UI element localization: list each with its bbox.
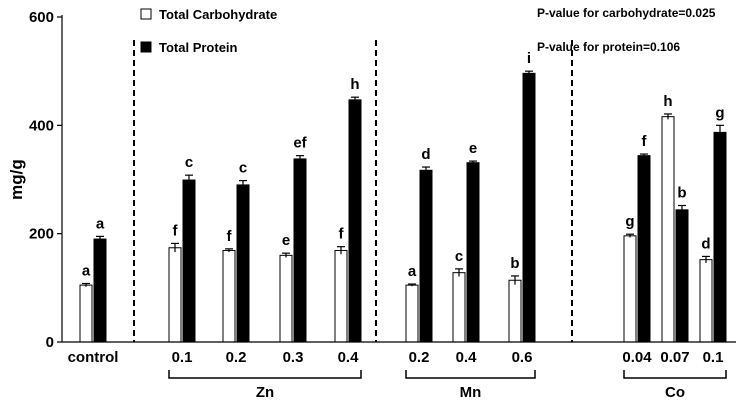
x-tick-label: 0.1 [172, 349, 193, 366]
p-value-carbohydrate: P-value for carbohydrate=0.025 [537, 6, 716, 20]
x-tick-label: 0.04 [622, 349, 652, 366]
group-label: Co [665, 384, 685, 401]
bar-carbohydrate [661, 116, 675, 343]
bar-protein [236, 184, 250, 343]
x-tick-label: 0.3 [283, 349, 304, 366]
y-tick-label: 400 [29, 117, 54, 134]
bar-carbohydrate [334, 249, 348, 343]
bar-carbohydrate [168, 247, 182, 343]
significance-letter: f [227, 228, 233, 245]
significance-letter: a [82, 263, 91, 280]
x-tick-label: control [68, 349, 119, 366]
group-label: Mn [460, 384, 482, 401]
bar-protein [93, 238, 107, 343]
bar-protein [419, 169, 433, 343]
p-value-protein: P-value for protein=0.106 [537, 40, 680, 54]
y-axis-title: mg/g [7, 159, 26, 200]
bar-carbohydrate [508, 279, 522, 343]
significance-letter: e [282, 232, 290, 249]
significance-letter: d [701, 235, 710, 252]
significance-letter: i [527, 50, 531, 67]
x-tick-label: 0.6 [512, 349, 533, 366]
bar-protein [713, 131, 727, 343]
bar-carbohydrate [452, 272, 466, 343]
significance-letter: d [421, 146, 430, 163]
bar-carbohydrate [699, 259, 713, 343]
significance-letter: a [96, 215, 105, 232]
significance-letter: h [350, 76, 359, 93]
significance-letter: b [677, 185, 686, 202]
bar-carbohydrate [405, 284, 419, 343]
bar-protein [522, 72, 536, 343]
legend: Total Carbohydrate Total Protein [140, 7, 277, 55]
significance-letter: f [339, 226, 345, 243]
x-tick-label: 0.07 [660, 349, 689, 366]
significance-letter: b [510, 255, 519, 272]
significance-letter: h [663, 93, 672, 110]
significance-letter: c [239, 160, 247, 177]
significance-letter: c [455, 248, 463, 265]
legend-label: Total Protein [159, 40, 238, 55]
group-bracket [168, 370, 362, 379]
group-label: Zn [256, 384, 274, 401]
bar-carbohydrate [623, 235, 637, 343]
bar-protein [637, 155, 651, 343]
significance-letter: ef [293, 135, 307, 152]
group-bracket [623, 370, 727, 379]
y-tick-label: 200 [29, 226, 54, 243]
significance-letter: g [625, 213, 634, 230]
significance-letter: e [469, 140, 477, 157]
significance-letter: f [173, 222, 179, 239]
legend-swatch [140, 41, 152, 53]
bar-protein [466, 162, 480, 343]
x-tick-label: 0.1 [703, 349, 724, 366]
group-brackets: Zn Mn Co [168, 370, 727, 401]
x-tick-label: 0.2 [409, 349, 430, 366]
bars [62, 70, 736, 343]
bar-protein [675, 209, 689, 343]
bar-protein [348, 99, 362, 343]
significance-letter: f [642, 133, 648, 150]
bar-protein [293, 158, 307, 343]
group-bracket [405, 370, 536, 379]
significance-letter: g [715, 104, 724, 121]
y-axis: 0 200 400 600 mg/g [7, 9, 63, 351]
x-tick-label: 0.4 [338, 349, 360, 366]
x-tick-labels: control 0.1 0.2 0.3 0.4 0.2 0.4 0.6 0.04 0.07 0.1 [68, 349, 724, 366]
y-tick-label: 600 [29, 9, 54, 26]
bar-carbohydrate [222, 249, 236, 343]
x-tick-label: 0.2 [226, 349, 247, 366]
bar-carbohydrate [279, 254, 293, 343]
y-tick-label: 0 [46, 334, 54, 351]
significance-letter: c [185, 154, 193, 171]
legend-swatch [140, 8, 152, 20]
annotations: P-value for carbohydrate=0.025 P-value fo… [537, 6, 716, 54]
bar-protein [182, 179, 196, 343]
bar-carbohydrate [79, 284, 93, 343]
legend-label: Total Carbohydrate [159, 7, 277, 22]
dividers [133, 40, 573, 342]
x-tick-label: 0.4 [456, 349, 478, 366]
significance-letter: a [408, 263, 417, 280]
